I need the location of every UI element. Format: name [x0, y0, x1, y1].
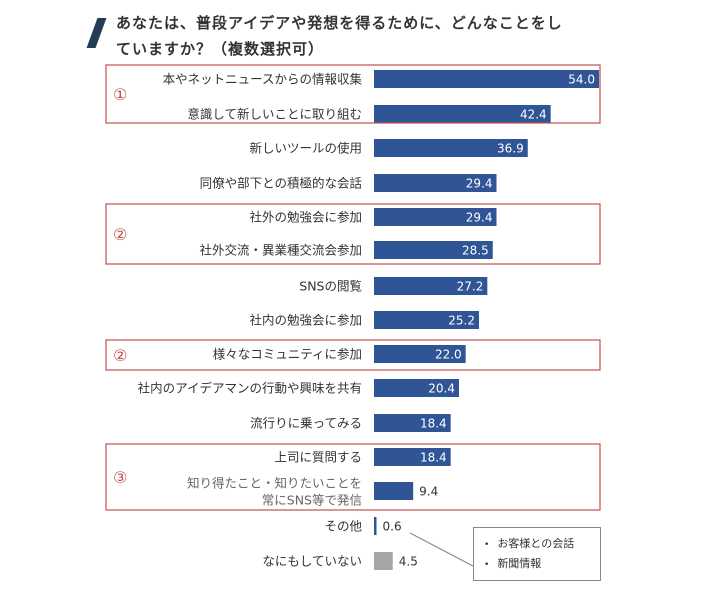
- group-box-2: [105, 339, 601, 371]
- bar-7: [374, 311, 479, 329]
- bar-6: [374, 277, 488, 295]
- bar-13: [374, 517, 377, 535]
- callout-connector: [409, 532, 474, 567]
- value-label-10: 18.4: [420, 417, 447, 431]
- value-label-7: 25.2: [448, 314, 475, 328]
- group-box-0: [105, 64, 601, 124]
- category-label-11: 上司に質問する: [274, 450, 362, 465]
- category-label-4: 社外の勉強会に参加: [249, 210, 362, 225]
- group-label-1: ②: [113, 225, 127, 244]
- category-label-0: 本やネットニュースからの情報収集: [163, 72, 363, 87]
- category-label-14: なにもしていない: [262, 554, 362, 569]
- bar-10: [374, 414, 451, 432]
- group-box-1: [105, 203, 601, 265]
- value-label-0: 54.0: [568, 73, 595, 87]
- category-label-7: 社内の勉強会に参加: [249, 313, 362, 328]
- chart-title-line-1: あなたは、普段アイデアや発想を得るために、どんなことをし: [116, 14, 563, 32]
- value-label-8: 22.0: [435, 348, 462, 362]
- category-label-2: 新しいツールの使用: [249, 141, 362, 156]
- value-label-3: 29.4: [466, 177, 493, 191]
- group-box-3: [105, 443, 601, 511]
- chart-title-line-2: ていますか？（複数選択可）: [116, 40, 325, 58]
- bar-2: [374, 139, 528, 157]
- bar-0: [374, 70, 599, 88]
- category-label-12-1: 常にSNS等で発信: [262, 493, 362, 508]
- bar-14: [374, 552, 393, 570]
- other-answers-callout: お客様との会話新聞情報: [473, 527, 601, 581]
- value-label-11: 18.4: [420, 451, 447, 465]
- category-label-9: 社内のアイデアマンの行動や興味を共有: [138, 381, 362, 396]
- value-label-1: 42.4: [520, 108, 547, 122]
- category-label-8: 様々なコミュニティに参加: [213, 347, 362, 362]
- bar-9: [374, 379, 459, 397]
- bar-8: [374, 345, 466, 363]
- group-label-3: ③: [113, 468, 127, 487]
- category-label-13: その他: [324, 519, 362, 534]
- value-label-14: 4.5: [399, 555, 418, 569]
- value-label-4: 29.4: [466, 211, 493, 225]
- value-label-5: 28.5: [462, 244, 489, 258]
- value-label-9: 20.4: [428, 382, 455, 396]
- category-label-5: 社外交流・異業種交流会参加: [199, 243, 362, 258]
- group-label-0: ①: [113, 85, 127, 104]
- bar-12: [374, 482, 414, 500]
- value-label-13: 0.6: [383, 520, 402, 534]
- category-label-1: 意識して新しいことに取り組む: [187, 107, 362, 122]
- callout-item-0: お客様との会話: [484, 534, 600, 554]
- value-label-12: 9.4: [419, 485, 438, 499]
- value-label-2: 36.9: [497, 142, 524, 156]
- bar-3: [374, 174, 497, 192]
- category-label-10: 流行りに乗ってみる: [250, 416, 362, 431]
- group-label-2: ②: [113, 346, 127, 365]
- category-label-12-0: 知り得たこと・知りたいことを: [187, 476, 362, 491]
- bar-1: [374, 105, 551, 123]
- category-label-6: SNSの閲覧: [299, 279, 362, 294]
- category-label-3: 同僚や部下との積極的な会話: [200, 176, 362, 191]
- bar-5: [374, 241, 493, 259]
- value-label-6: 27.2: [457, 280, 484, 294]
- bar-4: [374, 208, 497, 226]
- bar-11: [374, 448, 451, 466]
- callout-item-1: 新聞情報: [484, 554, 600, 574]
